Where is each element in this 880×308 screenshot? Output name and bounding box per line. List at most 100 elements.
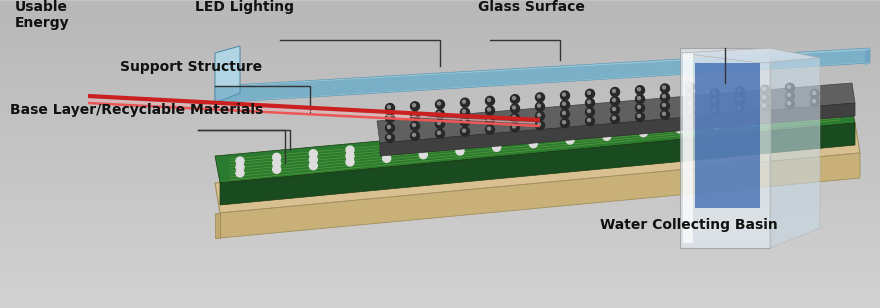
Circle shape bbox=[687, 102, 691, 104]
Polygon shape bbox=[215, 56, 870, 95]
Polygon shape bbox=[215, 55, 870, 94]
Circle shape bbox=[561, 110, 569, 119]
Circle shape bbox=[512, 125, 516, 128]
Circle shape bbox=[588, 110, 590, 112]
Polygon shape bbox=[865, 48, 870, 66]
Circle shape bbox=[561, 100, 569, 109]
Circle shape bbox=[566, 136, 574, 144]
Circle shape bbox=[786, 100, 795, 109]
Circle shape bbox=[663, 103, 665, 107]
Circle shape bbox=[588, 100, 590, 103]
Circle shape bbox=[637, 106, 641, 108]
Circle shape bbox=[463, 120, 466, 123]
Circle shape bbox=[530, 140, 538, 148]
Circle shape bbox=[737, 106, 740, 109]
Circle shape bbox=[640, 129, 648, 137]
Circle shape bbox=[385, 124, 394, 132]
Circle shape bbox=[710, 89, 720, 98]
Circle shape bbox=[536, 102, 545, 111]
Circle shape bbox=[736, 104, 744, 113]
Polygon shape bbox=[380, 103, 855, 156]
Circle shape bbox=[493, 131, 501, 139]
Circle shape bbox=[413, 124, 415, 127]
Polygon shape bbox=[215, 61, 870, 101]
Polygon shape bbox=[683, 53, 693, 243]
Circle shape bbox=[486, 125, 495, 134]
Circle shape bbox=[750, 106, 758, 114]
Circle shape bbox=[436, 110, 444, 119]
Text: Water Collecting Basin: Water Collecting Basin bbox=[600, 218, 778, 232]
Circle shape bbox=[530, 128, 538, 136]
Circle shape bbox=[635, 95, 644, 103]
Circle shape bbox=[786, 91, 795, 100]
Circle shape bbox=[585, 107, 595, 116]
Circle shape bbox=[750, 118, 758, 126]
Circle shape bbox=[686, 82, 694, 91]
Circle shape bbox=[413, 114, 415, 117]
Circle shape bbox=[713, 99, 715, 103]
Text: Base Layer/Recyclable Materials: Base Layer/Recyclable Materials bbox=[10, 103, 263, 117]
Polygon shape bbox=[215, 54, 870, 93]
Circle shape bbox=[713, 121, 721, 129]
Circle shape bbox=[493, 137, 501, 145]
Circle shape bbox=[611, 96, 620, 106]
Circle shape bbox=[786, 83, 795, 92]
Circle shape bbox=[562, 93, 566, 96]
Text: Usable
Energy: Usable Energy bbox=[15, 0, 70, 30]
Circle shape bbox=[236, 169, 244, 177]
Circle shape bbox=[488, 117, 490, 120]
Circle shape bbox=[410, 132, 420, 140]
Circle shape bbox=[640, 123, 648, 131]
Circle shape bbox=[463, 129, 466, 132]
Circle shape bbox=[562, 111, 566, 115]
Circle shape bbox=[686, 91, 694, 100]
Circle shape bbox=[387, 106, 391, 108]
Circle shape bbox=[661, 110, 670, 119]
Circle shape bbox=[635, 103, 644, 112]
Circle shape bbox=[436, 120, 444, 128]
Circle shape bbox=[536, 111, 545, 120]
Polygon shape bbox=[215, 123, 860, 213]
Circle shape bbox=[566, 124, 574, 132]
Circle shape bbox=[460, 117, 470, 127]
Polygon shape bbox=[695, 63, 760, 208]
Circle shape bbox=[611, 87, 620, 96]
Circle shape bbox=[346, 158, 354, 166]
Circle shape bbox=[812, 99, 816, 103]
Polygon shape bbox=[215, 55, 870, 95]
Circle shape bbox=[760, 85, 769, 94]
Circle shape bbox=[456, 141, 464, 149]
Circle shape bbox=[436, 100, 444, 109]
Text: LED Lighting: LED Lighting bbox=[195, 0, 294, 14]
Circle shape bbox=[310, 162, 318, 170]
Circle shape bbox=[562, 121, 566, 124]
Circle shape bbox=[536, 121, 545, 130]
Circle shape bbox=[663, 95, 665, 98]
Circle shape bbox=[585, 98, 595, 107]
Circle shape bbox=[687, 84, 691, 87]
Circle shape bbox=[385, 133, 394, 143]
Circle shape bbox=[611, 115, 620, 124]
Text: Glass Surface: Glass Surface bbox=[478, 0, 585, 14]
Circle shape bbox=[536, 93, 545, 102]
Circle shape bbox=[686, 108, 694, 117]
Circle shape bbox=[420, 151, 428, 159]
Circle shape bbox=[561, 91, 569, 100]
Circle shape bbox=[612, 107, 615, 111]
Circle shape bbox=[663, 86, 665, 89]
Circle shape bbox=[603, 120, 611, 128]
Circle shape bbox=[762, 95, 766, 99]
Polygon shape bbox=[215, 52, 870, 90]
Polygon shape bbox=[215, 61, 870, 102]
Circle shape bbox=[236, 163, 244, 171]
Circle shape bbox=[310, 150, 318, 158]
Circle shape bbox=[760, 102, 769, 111]
Circle shape bbox=[463, 100, 466, 103]
Circle shape bbox=[437, 131, 441, 134]
Circle shape bbox=[512, 116, 516, 119]
Circle shape bbox=[603, 132, 611, 140]
Circle shape bbox=[637, 97, 641, 99]
Circle shape bbox=[486, 106, 495, 115]
Circle shape bbox=[812, 91, 816, 95]
Circle shape bbox=[460, 108, 470, 117]
